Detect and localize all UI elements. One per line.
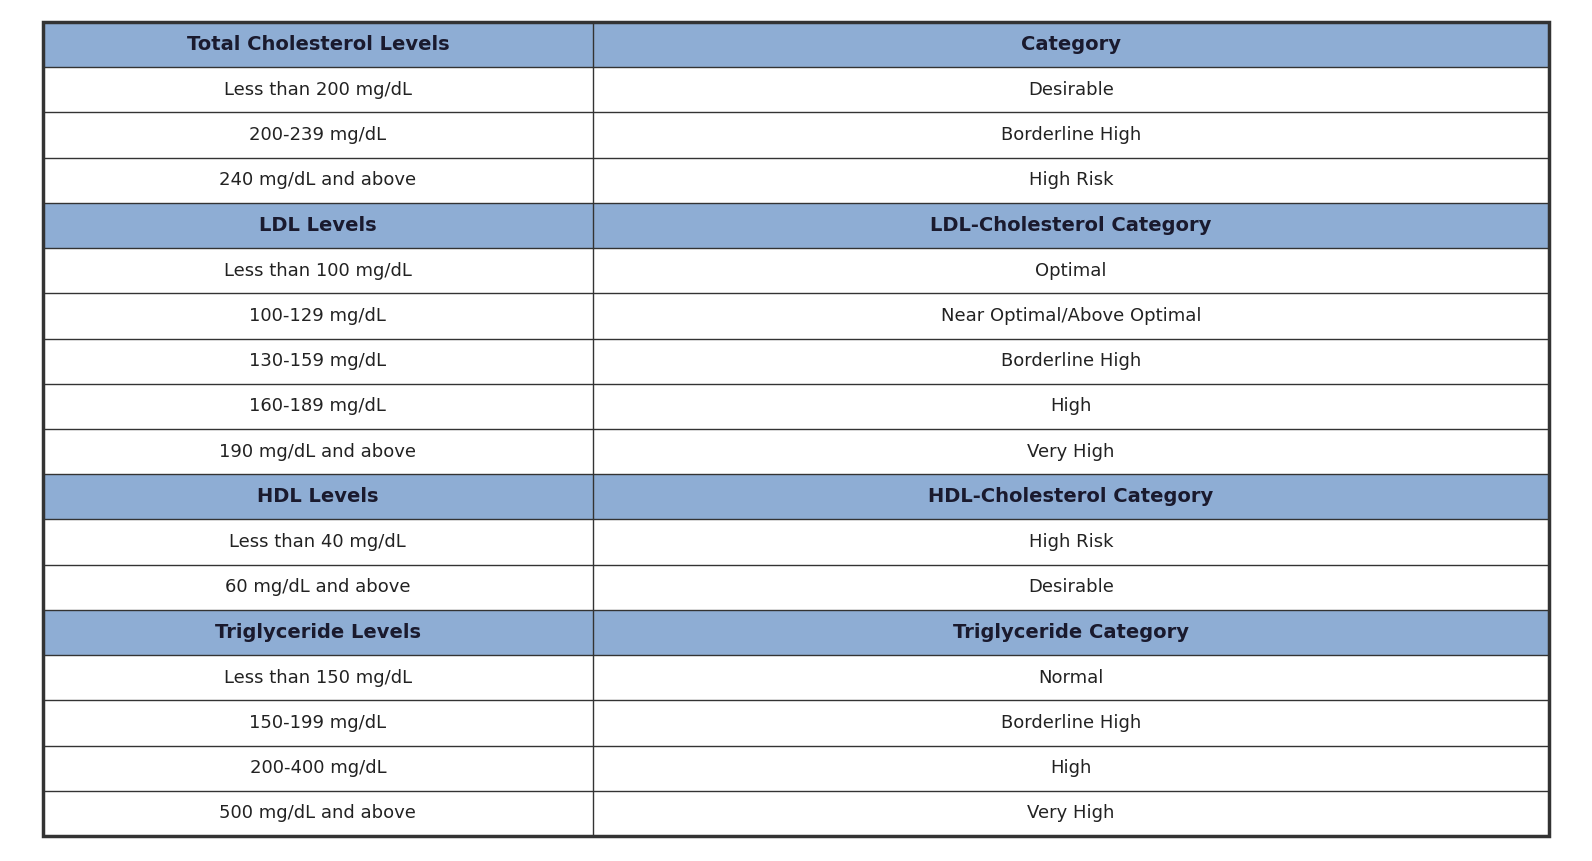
Text: 200-239 mg/dL: 200-239 mg/dL: [250, 126, 387, 144]
Text: Desirable: Desirable: [1028, 579, 1114, 597]
Text: High: High: [1051, 398, 1092, 415]
Bar: [592, 22, 1549, 67]
Bar: [43, 384, 592, 429]
Bar: [43, 746, 592, 790]
Text: 500 mg/dL and above: 500 mg/dL and above: [220, 804, 416, 822]
Text: High Risk: High Risk: [1028, 533, 1113, 551]
Text: Less than 150 mg/dL: Less than 150 mg/dL: [224, 669, 412, 687]
Text: Normal: Normal: [1038, 669, 1103, 687]
Bar: [592, 474, 1549, 519]
Bar: [592, 67, 1549, 113]
Bar: [43, 248, 592, 294]
Text: High: High: [1051, 759, 1092, 777]
Text: Desirable: Desirable: [1028, 81, 1114, 99]
Bar: [592, 294, 1549, 338]
Text: Category: Category: [1020, 35, 1121, 54]
Text: Very High: Very High: [1027, 804, 1114, 822]
Text: Near Optimal/Above Optimal: Near Optimal/Above Optimal: [941, 307, 1200, 325]
Text: Less than 40 mg/dL: Less than 40 mg/dL: [229, 533, 406, 551]
Bar: [43, 790, 592, 836]
Text: 100-129 mg/dL: 100-129 mg/dL: [250, 307, 387, 325]
Bar: [43, 565, 592, 610]
Bar: [592, 610, 1549, 655]
Bar: [43, 203, 592, 248]
Text: Borderline High: Borderline High: [1001, 352, 1141, 370]
Bar: [43, 610, 592, 655]
Bar: [43, 113, 592, 158]
Text: Less than 100 mg/dL: Less than 100 mg/dL: [224, 262, 412, 280]
Bar: [592, 248, 1549, 294]
Text: HDL Levels: HDL Levels: [256, 487, 379, 506]
Text: 240 mg/dL and above: 240 mg/dL and above: [220, 171, 417, 189]
Bar: [592, 203, 1549, 248]
Bar: [43, 67, 592, 113]
Bar: [592, 519, 1549, 565]
Bar: [43, 294, 592, 338]
Text: 150-199 mg/dL: 150-199 mg/dL: [250, 714, 387, 732]
Bar: [592, 565, 1549, 610]
Bar: [592, 113, 1549, 158]
Text: 130-159 mg/dL: 130-159 mg/dL: [250, 352, 387, 370]
Text: 190 mg/dL and above: 190 mg/dL and above: [220, 443, 417, 461]
Text: Triglyceride Category: Triglyceride Category: [954, 623, 1189, 642]
Text: High Risk: High Risk: [1028, 171, 1113, 189]
Text: 160-189 mg/dL: 160-189 mg/dL: [250, 398, 387, 415]
Text: Total Cholesterol Levels: Total Cholesterol Levels: [186, 35, 449, 54]
Text: LDL-Cholesterol Category: LDL-Cholesterol Category: [930, 216, 1212, 235]
Bar: [592, 338, 1549, 384]
Text: LDL Levels: LDL Levels: [259, 216, 377, 235]
Bar: [43, 700, 592, 746]
Text: 200-400 mg/dL: 200-400 mg/dL: [250, 759, 387, 777]
Bar: [43, 158, 592, 203]
Bar: [592, 746, 1549, 790]
Bar: [592, 655, 1549, 700]
Bar: [43, 519, 592, 565]
Bar: [43, 22, 592, 67]
Bar: [43, 474, 592, 519]
Bar: [592, 700, 1549, 746]
Bar: [592, 384, 1549, 429]
Bar: [592, 790, 1549, 836]
Text: Triglyceride Levels: Triglyceride Levels: [215, 623, 420, 642]
Text: HDL-Cholesterol Category: HDL-Cholesterol Category: [928, 487, 1213, 506]
Text: Borderline High: Borderline High: [1001, 126, 1141, 144]
Text: 60 mg/dL and above: 60 mg/dL and above: [224, 579, 411, 597]
Bar: [43, 429, 592, 474]
Text: Optimal: Optimal: [1035, 262, 1106, 280]
Text: Less than 200 mg/dL: Less than 200 mg/dL: [224, 81, 412, 99]
Bar: [43, 655, 592, 700]
Text: Very High: Very High: [1027, 443, 1114, 461]
Text: Borderline High: Borderline High: [1001, 714, 1141, 732]
Bar: [43, 338, 592, 384]
Bar: [592, 158, 1549, 203]
Bar: [592, 429, 1549, 474]
